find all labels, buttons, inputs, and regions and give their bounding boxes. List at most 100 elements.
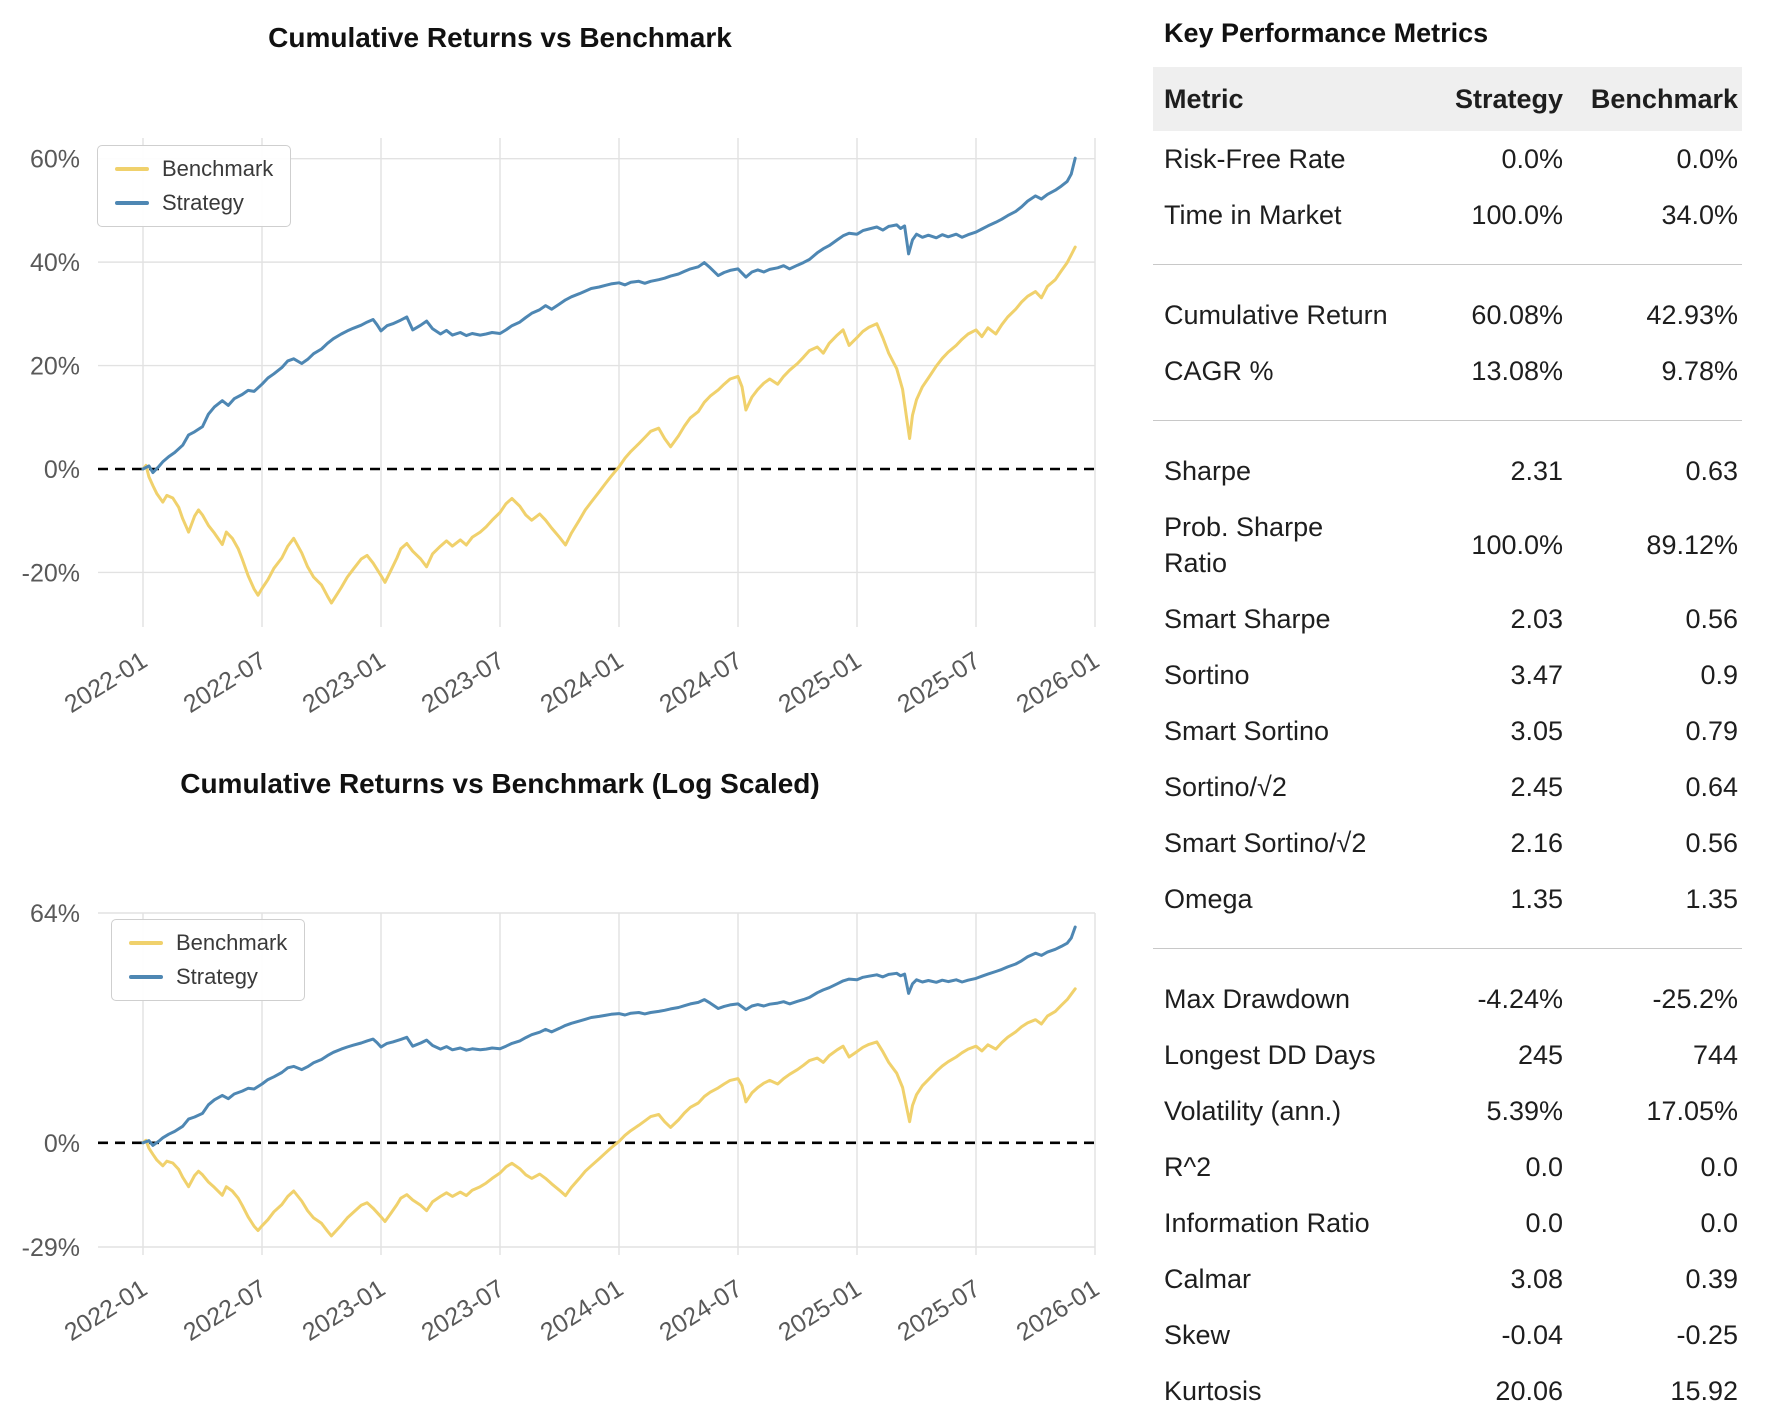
strategy-value: -4.24%	[1477, 983, 1563, 1014]
y-tick-label: 40%	[30, 249, 80, 277]
legend-linear-chart: Benchmark Strategy	[97, 145, 292, 228]
metric-label: Sharpe	[1164, 455, 1252, 486]
strategy-value: 60.08%	[1471, 299, 1563, 330]
strategy-value: 3.47	[1510, 659, 1563, 690]
benchmark-value: 0.63	[1685, 455, 1738, 486]
metric-label: Cumulative Return	[1164, 299, 1388, 330]
strategy-value: 13.08%	[1471, 355, 1563, 386]
benchmark-line-swatch	[115, 167, 149, 172]
strategy-value: 245	[1517, 1039, 1563, 1070]
x-tick-label: 2023-07	[417, 1274, 510, 1346]
metric-label: Calmar	[1164, 1263, 1252, 1294]
benchmark-value: 744	[1692, 1039, 1738, 1070]
strategy-value: -0.04	[1501, 1319, 1563, 1350]
metric-label: Skew	[1164, 1319, 1231, 1350]
x-tick-label: 2023-07	[417, 646, 510, 718]
y-tick-label: 0%	[44, 456, 80, 484]
benchmark-value: 1.35	[1685, 883, 1738, 914]
y-tick-label: -29%	[22, 1234, 80, 1262]
metric-label: CAGR %	[1164, 355, 1274, 386]
y-tick-label: 64%	[30, 900, 80, 928]
x-tick-label: 2024-01	[536, 1274, 629, 1346]
strategy-value: 0.0	[1525, 1207, 1563, 1238]
table-row: Max Drawdown -4.24% -25.2%	[1153, 971, 1742, 1027]
y-tick-label: 20%	[30, 353, 80, 381]
y-tick-label: 60%	[30, 146, 80, 174]
benchmark-value: -0.25	[1676, 1319, 1738, 1350]
metrics-table-header: Metric Strategy Benchmark	[1153, 67, 1742, 131]
strategy-line-swatch	[129, 975, 163, 980]
benchmark-value: 0.0	[1700, 1207, 1738, 1238]
table-row: Longest DD Days 245 744	[1153, 1027, 1742, 1083]
benchmark-value: -25.2%	[1652, 983, 1738, 1014]
benchmark-value: 0.0%	[1676, 143, 1738, 174]
metrics-table-body: Risk-Free Rate 0.0% 0.0% Time in Market 100.…	[1153, 131, 1742, 1402]
benchmark-value: 17.05%	[1646, 1095, 1738, 1126]
strategy-value: 2.03	[1510, 603, 1563, 634]
legend-log-chart: Benchmark Strategy	[111, 919, 306, 1002]
table-row: Volatility (ann.) 5.39% 17.05%	[1153, 1083, 1742, 1139]
benchmark-value: 89.12%	[1646, 529, 1738, 560]
y-tick-label: 0%	[44, 1130, 80, 1158]
benchmark-line	[141, 245, 1077, 605]
x-tick-label: 2024-01	[536, 646, 629, 718]
metric-label: Omega	[1164, 883, 1253, 914]
group-separator	[1153, 243, 1742, 287]
x-tick-label: 2022-07	[179, 646, 272, 718]
group-separator	[1153, 399, 1742, 443]
header-strategy: Strategy	[1454, 83, 1563, 114]
legend-label-strategy: Strategy	[162, 190, 244, 216]
table-row: Cumulative Return 60.08% 42.93%	[1153, 287, 1742, 343]
charts-canvas: 2022-01 2022-07 2023-01 2023-07 2024-01 2024-…	[22, 138, 1104, 1347]
table-row: Sortino 3.47 0.9	[1153, 647, 1742, 703]
x-tick-label: 2025-01	[774, 1274, 867, 1346]
chart-title-linear: Cumulative Returns vs Benchmark	[268, 22, 732, 53]
metric-label: Time in Market	[1164, 199, 1342, 230]
table-row: Sortino/√2 2.45 0.64	[1153, 759, 1742, 815]
x-tick-label: 2022-07	[179, 1274, 272, 1346]
metric-label: Smart Sortino	[1164, 715, 1330, 746]
table-row: Smart Sortino 3.05 0.79	[1153, 703, 1742, 759]
benchmark-value: 0.0	[1700, 1151, 1738, 1182]
strategy-value: 2.45	[1510, 771, 1563, 802]
strategy-value: 20.06	[1495, 1375, 1563, 1402]
x-tick-label: 2024-07	[655, 1274, 748, 1346]
benchmark-value: 34.0%	[1661, 199, 1738, 230]
table-row: Skew -0.04 -0.25	[1153, 1307, 1742, 1363]
benchmark-value: 0.56	[1685, 603, 1738, 634]
benchmark-value: 9.78%	[1661, 355, 1738, 386]
benchmark-value: 0.56	[1685, 827, 1738, 858]
table-row: Omega 1.35 1.35	[1153, 871, 1742, 927]
metrics-panel-title: Key Performance Metrics	[1164, 18, 1489, 48]
table-row: Prob. Sharpe Ratio 100.0% 89.12%	[1153, 499, 1742, 591]
table-row: Calmar 3.08 0.39	[1153, 1251, 1742, 1307]
benchmark-value: 15.92	[1670, 1375, 1738, 1402]
strategy-value: 1.35	[1510, 883, 1563, 914]
x-tick-label: 2023-01	[298, 1274, 391, 1346]
table-row: Smart Sortino/√2 2.16 0.56	[1153, 815, 1742, 871]
metric-label: Sortino	[1164, 659, 1250, 690]
strategy-value: 5.39%	[1486, 1095, 1563, 1126]
x-tick-label: 2024-07	[655, 646, 748, 718]
x-tick-label: 2022-01	[60, 646, 153, 718]
strategy-value: 3.08	[1510, 1263, 1563, 1294]
benchmark-value: 0.79	[1685, 715, 1738, 746]
strategy-value: 100.0%	[1471, 529, 1563, 560]
metric-label: Smart Sortino/√2	[1164, 827, 1367, 858]
strategy-value: 2.31	[1510, 455, 1563, 486]
x-tick-label: 2025-07	[893, 646, 986, 718]
benchmark-line	[141, 987, 1077, 1238]
legend-item-strategy: Strategy	[129, 964, 287, 989]
charts-column: 2022-01 2022-07 2023-01 2023-07 2024-01 2024-…	[22, 22, 1105, 1347]
strategy-line-swatch	[115, 201, 149, 206]
benchmark-value: 0.64	[1685, 771, 1738, 802]
metric-label: Longest DD Days	[1164, 1039, 1376, 1070]
metric-label: Sortino/√2	[1164, 771, 1287, 802]
benchmark-value: 0.9	[1700, 659, 1738, 690]
table-row: Sharpe 2.31 0.63	[1153, 443, 1742, 499]
metric-label: Smart Sharpe	[1164, 603, 1331, 634]
table-row: Time in Market 100.0% 34.0%	[1153, 187, 1742, 243]
strategy-line	[141, 156, 1077, 475]
strategy-value: 2.16	[1510, 827, 1563, 858]
metric-label: Kurtosis	[1164, 1375, 1262, 1402]
